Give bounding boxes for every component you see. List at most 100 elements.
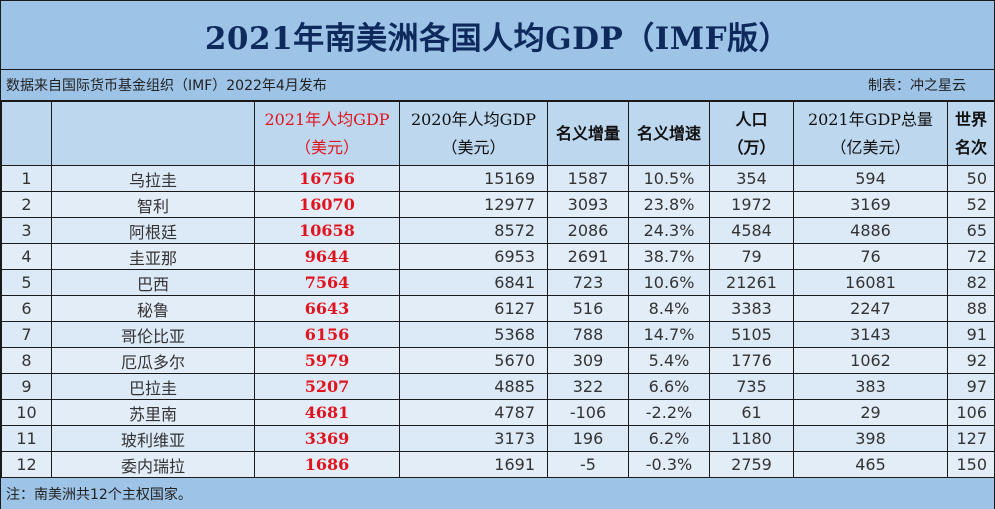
table-row: 9 巴拉圭 5207 4885 322 6.6% 735 383 97 bbox=[1, 373, 995, 400]
table-row: 4 圭亚那 9644 6953 2691 38.7% 79 76 72 bbox=[1, 243, 995, 270]
cell-gdp-total-2021: 398 bbox=[793, 425, 948, 452]
cell-world-rank: 50 bbox=[947, 165, 995, 192]
cell-world-rank: 150 bbox=[947, 451, 995, 478]
cell-population: 735 bbox=[709, 373, 794, 400]
source-bar: 数据来自国际货币基金组织（IMF）2022年4月发布 制表：冲之星云 bbox=[1, 70, 994, 101]
cell-nominal-increase: 788 bbox=[547, 321, 629, 348]
cell-gdp-pc-2020: 12977 bbox=[399, 191, 548, 218]
cell-country: 秘鲁 bbox=[51, 295, 255, 322]
cell-country: 巴西 bbox=[51, 269, 255, 296]
header-gdp-pc-2020: 2020年人均GDP （美元） bbox=[399, 101, 548, 166]
cell-nominal-increase: 322 bbox=[547, 373, 629, 400]
cell-gdp-total-2021: 3143 bbox=[793, 321, 948, 348]
cell-rank: 4 bbox=[1, 243, 52, 270]
cell-nominal-growth: 6.2% bbox=[628, 425, 710, 452]
cell-rank: 5 bbox=[1, 269, 52, 296]
author-credit: 制表：冲之星云 bbox=[868, 78, 966, 94]
cell-nominal-increase: 309 bbox=[547, 347, 629, 374]
header-population-line2: （万） bbox=[727, 137, 776, 157]
header-world-rank-line2: 名次 bbox=[954, 137, 987, 157]
cell-population: 4584 bbox=[709, 217, 794, 244]
table-row: 2 智利 16070 12977 3093 23.8% 1972 3169 52 bbox=[1, 191, 995, 218]
cell-nominal-increase: 3093 bbox=[547, 191, 629, 218]
cell-population: 1972 bbox=[709, 191, 794, 218]
cell-gdp-pc-2020: 6953 bbox=[399, 243, 548, 270]
cell-gdp-pc-2020: 6127 bbox=[399, 295, 548, 322]
cell-population: 2759 bbox=[709, 451, 794, 478]
table-row: 5 巴西 7564 6841 723 10.6% 21261 16081 82 bbox=[1, 269, 995, 296]
cell-gdp-pc-2021: 9644 bbox=[254, 243, 400, 270]
cell-gdp-pc-2021: 5207 bbox=[254, 373, 400, 400]
cell-country: 委内瑞拉 bbox=[51, 451, 255, 478]
cell-nominal-increase: 196 bbox=[547, 425, 629, 452]
header-population-line1: 人口 bbox=[735, 109, 768, 129]
cell-nominal-increase: -5 bbox=[547, 451, 629, 478]
cell-population: 61 bbox=[709, 399, 794, 426]
cell-nominal-increase: 2691 bbox=[547, 243, 629, 270]
header-world-rank-line1: 世界 bbox=[954, 109, 987, 129]
footnote: 注：南美洲共12个主权国家。 bbox=[6, 486, 192, 503]
cell-world-rank: 92 bbox=[947, 347, 995, 374]
cell-gdp-total-2021: 2247 bbox=[793, 295, 948, 322]
cell-country: 玻利维亚 bbox=[51, 425, 255, 452]
cell-gdp-total-2021: 594 bbox=[793, 165, 948, 192]
cell-nominal-increase: 723 bbox=[547, 269, 629, 296]
cell-nominal-growth: 8.4% bbox=[628, 295, 710, 322]
cell-gdp-total-2021: 76 bbox=[793, 243, 948, 270]
table-row: 6 秘鲁 6643 6127 516 8.4% 3383 2247 88 bbox=[1, 295, 995, 322]
cell-nominal-increase: -106 bbox=[547, 399, 629, 426]
cell-country: 圭亚那 bbox=[51, 243, 255, 270]
cell-gdp-pc-2020: 4885 bbox=[399, 373, 548, 400]
cell-country: 阿根廷 bbox=[51, 217, 255, 244]
header-row: 2021年人均GDP （美元） 2020年人均GDP （美元） 名义增量 名义增… bbox=[1, 101, 995, 166]
data-source-note: 数据来自国际货币基金组织（IMF）2022年4月发布 bbox=[6, 78, 327, 94]
header-gdp-pc-2020-line1: 2020年人均GDP bbox=[410, 109, 537, 129]
header-gdp-pc-2020-line2: （美元） bbox=[441, 137, 506, 157]
cell-gdp-pc-2021: 16756 bbox=[254, 165, 400, 192]
cell-rank: 9 bbox=[1, 373, 52, 400]
cell-gdp-total-2021: 1062 bbox=[793, 347, 948, 374]
cell-world-rank: 52 bbox=[947, 191, 995, 218]
cell-gdp-pc-2020: 4787 bbox=[399, 399, 548, 426]
cell-rank: 10 bbox=[1, 399, 52, 426]
cell-world-rank: 127 bbox=[947, 425, 995, 452]
header-gdp-pc-2021-line1: 2021年人均GDP bbox=[264, 109, 390, 129]
cell-nominal-increase: 516 bbox=[547, 295, 629, 322]
header-nominal-increase: 名义增量 bbox=[547, 101, 629, 166]
table-row: 8 厄瓜多尔 5979 5670 309 5.4% 1776 1062 92 bbox=[1, 347, 995, 374]
cell-rank: 12 bbox=[1, 451, 52, 478]
header-rank bbox=[1, 101, 52, 166]
footnote-bar: 注：南美洲共12个主权国家。 bbox=[1, 477, 994, 509]
cell-gdp-pc-2021: 1686 bbox=[254, 451, 400, 478]
cell-country: 苏里南 bbox=[51, 399, 255, 426]
cell-country: 厄瓜多尔 bbox=[51, 347, 255, 374]
header-nominal-growth: 名义增速 bbox=[628, 101, 710, 166]
cell-population: 5105 bbox=[709, 321, 794, 348]
cell-population: 21261 bbox=[709, 269, 794, 296]
cell-gdp-total-2021: 465 bbox=[793, 451, 948, 478]
cell-nominal-increase: 2086 bbox=[547, 217, 629, 244]
cell-gdp-pc-2020: 1691 bbox=[399, 451, 548, 478]
cell-rank: 7 bbox=[1, 321, 52, 348]
cell-world-rank: 106 bbox=[947, 399, 995, 426]
table-row: 11 玻利维亚 3369 3173 196 6.2% 1180 398 127 bbox=[1, 425, 995, 452]
cell-rank: 2 bbox=[1, 191, 52, 218]
header-gdp-pc-2021-line2: （美元） bbox=[294, 137, 359, 157]
cell-nominal-growth: 10.6% bbox=[628, 269, 710, 296]
cell-gdp-pc-2021: 6156 bbox=[254, 321, 400, 348]
cell-nominal-growth: 23.8% bbox=[628, 191, 710, 218]
cell-world-rank: 91 bbox=[947, 321, 995, 348]
table-title: 2021年南美洲各国人均GDP（IMF版） bbox=[204, 20, 791, 57]
cell-nominal-increase: 1587 bbox=[547, 165, 629, 192]
cell-nominal-growth: -0.3% bbox=[628, 451, 710, 478]
cell-world-rank: 82 bbox=[947, 269, 995, 296]
cell-population: 79 bbox=[709, 243, 794, 270]
cell-rank: 1 bbox=[1, 165, 52, 192]
cell-nominal-growth: 24.3% bbox=[628, 217, 710, 244]
cell-population: 3383 bbox=[709, 295, 794, 322]
cell-gdp-pc-2020: 5670 bbox=[399, 347, 548, 374]
cell-gdp-total-2021: 16081 bbox=[793, 269, 948, 296]
table-row: 1 乌拉圭 16756 15169 1587 10.5% 354 594 50 bbox=[1, 165, 995, 192]
cell-nominal-growth: 14.7% bbox=[628, 321, 710, 348]
